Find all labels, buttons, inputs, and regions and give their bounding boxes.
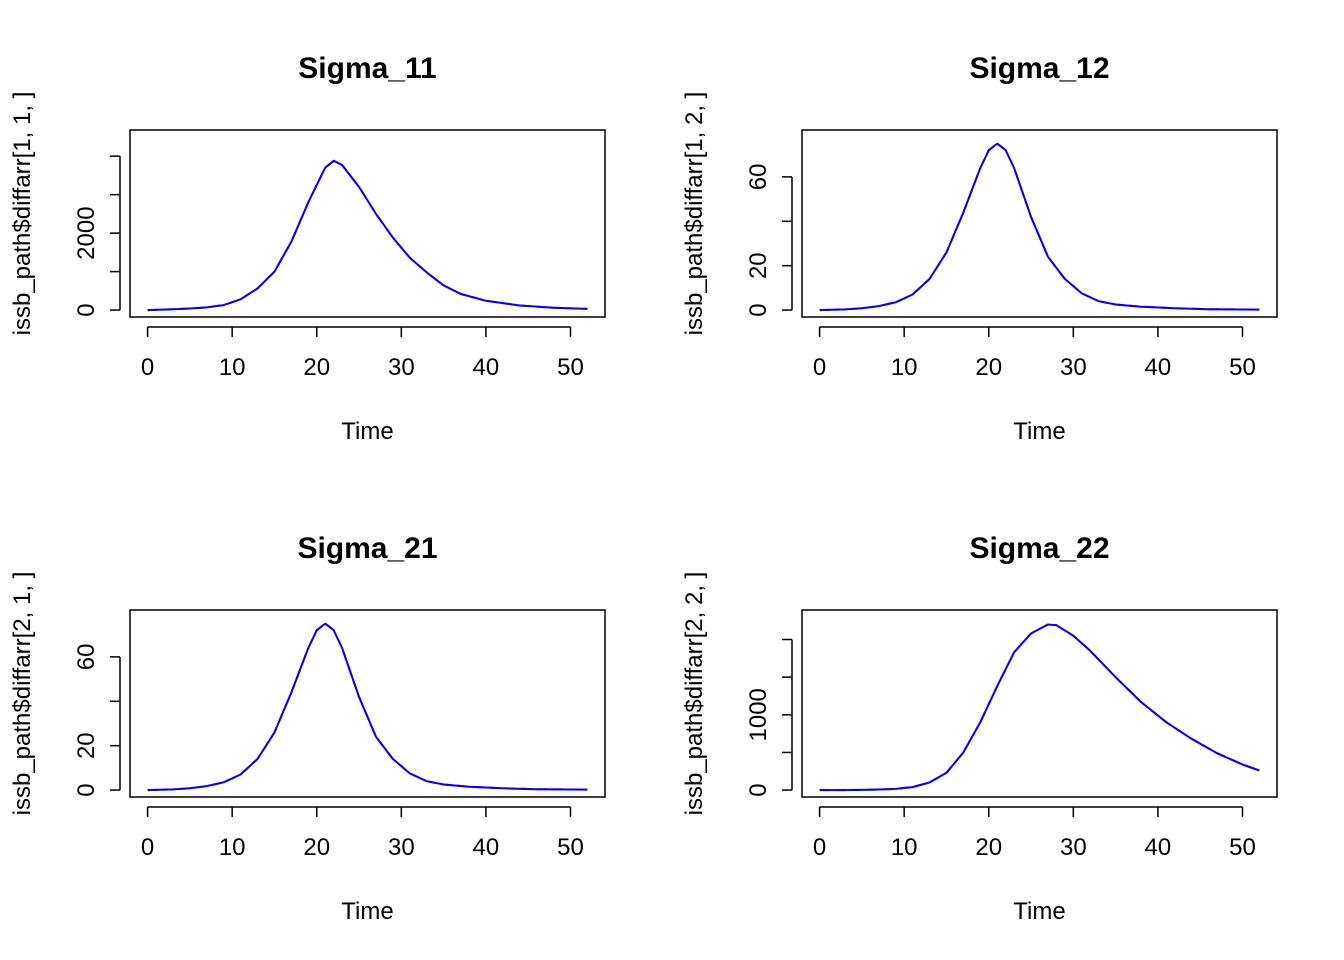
chart-panel-4: Sigma_22 0 10 20 30 40 50 Time 0 1000 issb_path$di…: [681, 532, 1278, 925]
y-tick-label: 0: [745, 303, 772, 316]
x-tick-label: 10: [219, 834, 246, 861]
chart-title: Sigma_21: [297, 532, 437, 565]
x-tick-label: 30: [1060, 834, 1087, 861]
x-tick-label: 20: [303, 834, 330, 861]
x-tick-label: 0: [813, 834, 826, 861]
series-line-2: [147, 159, 588, 312]
chart-title: Sigma_12: [969, 52, 1109, 85]
series-line-1: [147, 622, 588, 792]
series-line-2: [819, 142, 1260, 312]
x-tick-label: 0: [141, 354, 154, 381]
x-tick-label: 30: [388, 834, 415, 861]
plot-frame: [801, 129, 1278, 318]
series-line-1: [819, 623, 1260, 792]
y-tick-label: 0: [745, 783, 772, 796]
y-tick-label: 1000: [745, 688, 772, 741]
y-axis-label: issb_path$diffarr[2, 2, ]: [681, 572, 708, 816]
y-axis-label: issb_path$diffarr[1, 1, ]: [9, 92, 36, 336]
x-axis-label: Time: [341, 418, 393, 445]
x-tick-label: 40: [1145, 354, 1172, 381]
x-tick-label: 40: [473, 354, 500, 381]
y-axis-label: issb_path$diffarr[1, 2, ]: [681, 92, 708, 336]
chart-panel-1: Sigma_11 0 10 20 30 40 50 Time 0 2000 issb_path$di…: [9, 52, 606, 445]
x-tick-label: 40: [1145, 834, 1172, 861]
x-tick-label: 20: [975, 354, 1002, 381]
y-tick-label: 20: [745, 252, 772, 279]
x-axis-label: Time: [341, 898, 393, 925]
y-tick-label: 20: [73, 732, 100, 759]
y-tick-label: 60: [73, 644, 100, 671]
series-line-2: [147, 622, 588, 792]
y-axis-label: issb_path$diffarr[2, 1, ]: [9, 572, 36, 816]
x-tick-label: 10: [219, 354, 246, 381]
x-tick-label: 20: [303, 354, 330, 381]
plot-frame: [129, 129, 606, 318]
x-tick-label: 50: [1229, 834, 1256, 861]
plot-frame: [801, 609, 1278, 798]
x-tick-label: 10: [891, 834, 918, 861]
x-tick-label: 40: [473, 834, 500, 861]
y-tick-label: 0: [73, 303, 100, 316]
x-tick-label: 50: [557, 834, 584, 861]
y-tick-label: 2000: [73, 206, 100, 259]
series-line-2: [819, 623, 1260, 792]
x-axis-label: Time: [1013, 418, 1065, 445]
chart-panel-3: Sigma_21 0 10 20 30 40 50 Time 0 20 60 issb_path$di…: [9, 532, 606, 925]
x-tick-label: 20: [975, 834, 1002, 861]
y-tick-label: 60: [745, 164, 772, 191]
x-axis-label: Time: [1013, 898, 1065, 925]
x-tick-label: 30: [388, 354, 415, 381]
series-line-1: [147, 159, 588, 312]
chart-title: Sigma_11: [298, 52, 436, 85]
x-tick-label: 50: [557, 354, 584, 381]
x-tick-label: 50: [1229, 354, 1256, 381]
series-line-1: [819, 142, 1260, 312]
y-tick-label: 0: [73, 783, 100, 796]
chart-title: Sigma_22: [969, 532, 1109, 565]
x-tick-label: 0: [141, 834, 154, 861]
x-tick-label: 0: [813, 354, 826, 381]
x-tick-label: 30: [1060, 354, 1087, 381]
x-tick-label: 10: [891, 354, 918, 381]
plot-frame: [129, 609, 606, 798]
chart-panel-2: Sigma_12 0 10 20 30 40 50 Time 0 20 60 issb_path$di…: [681, 52, 1278, 445]
